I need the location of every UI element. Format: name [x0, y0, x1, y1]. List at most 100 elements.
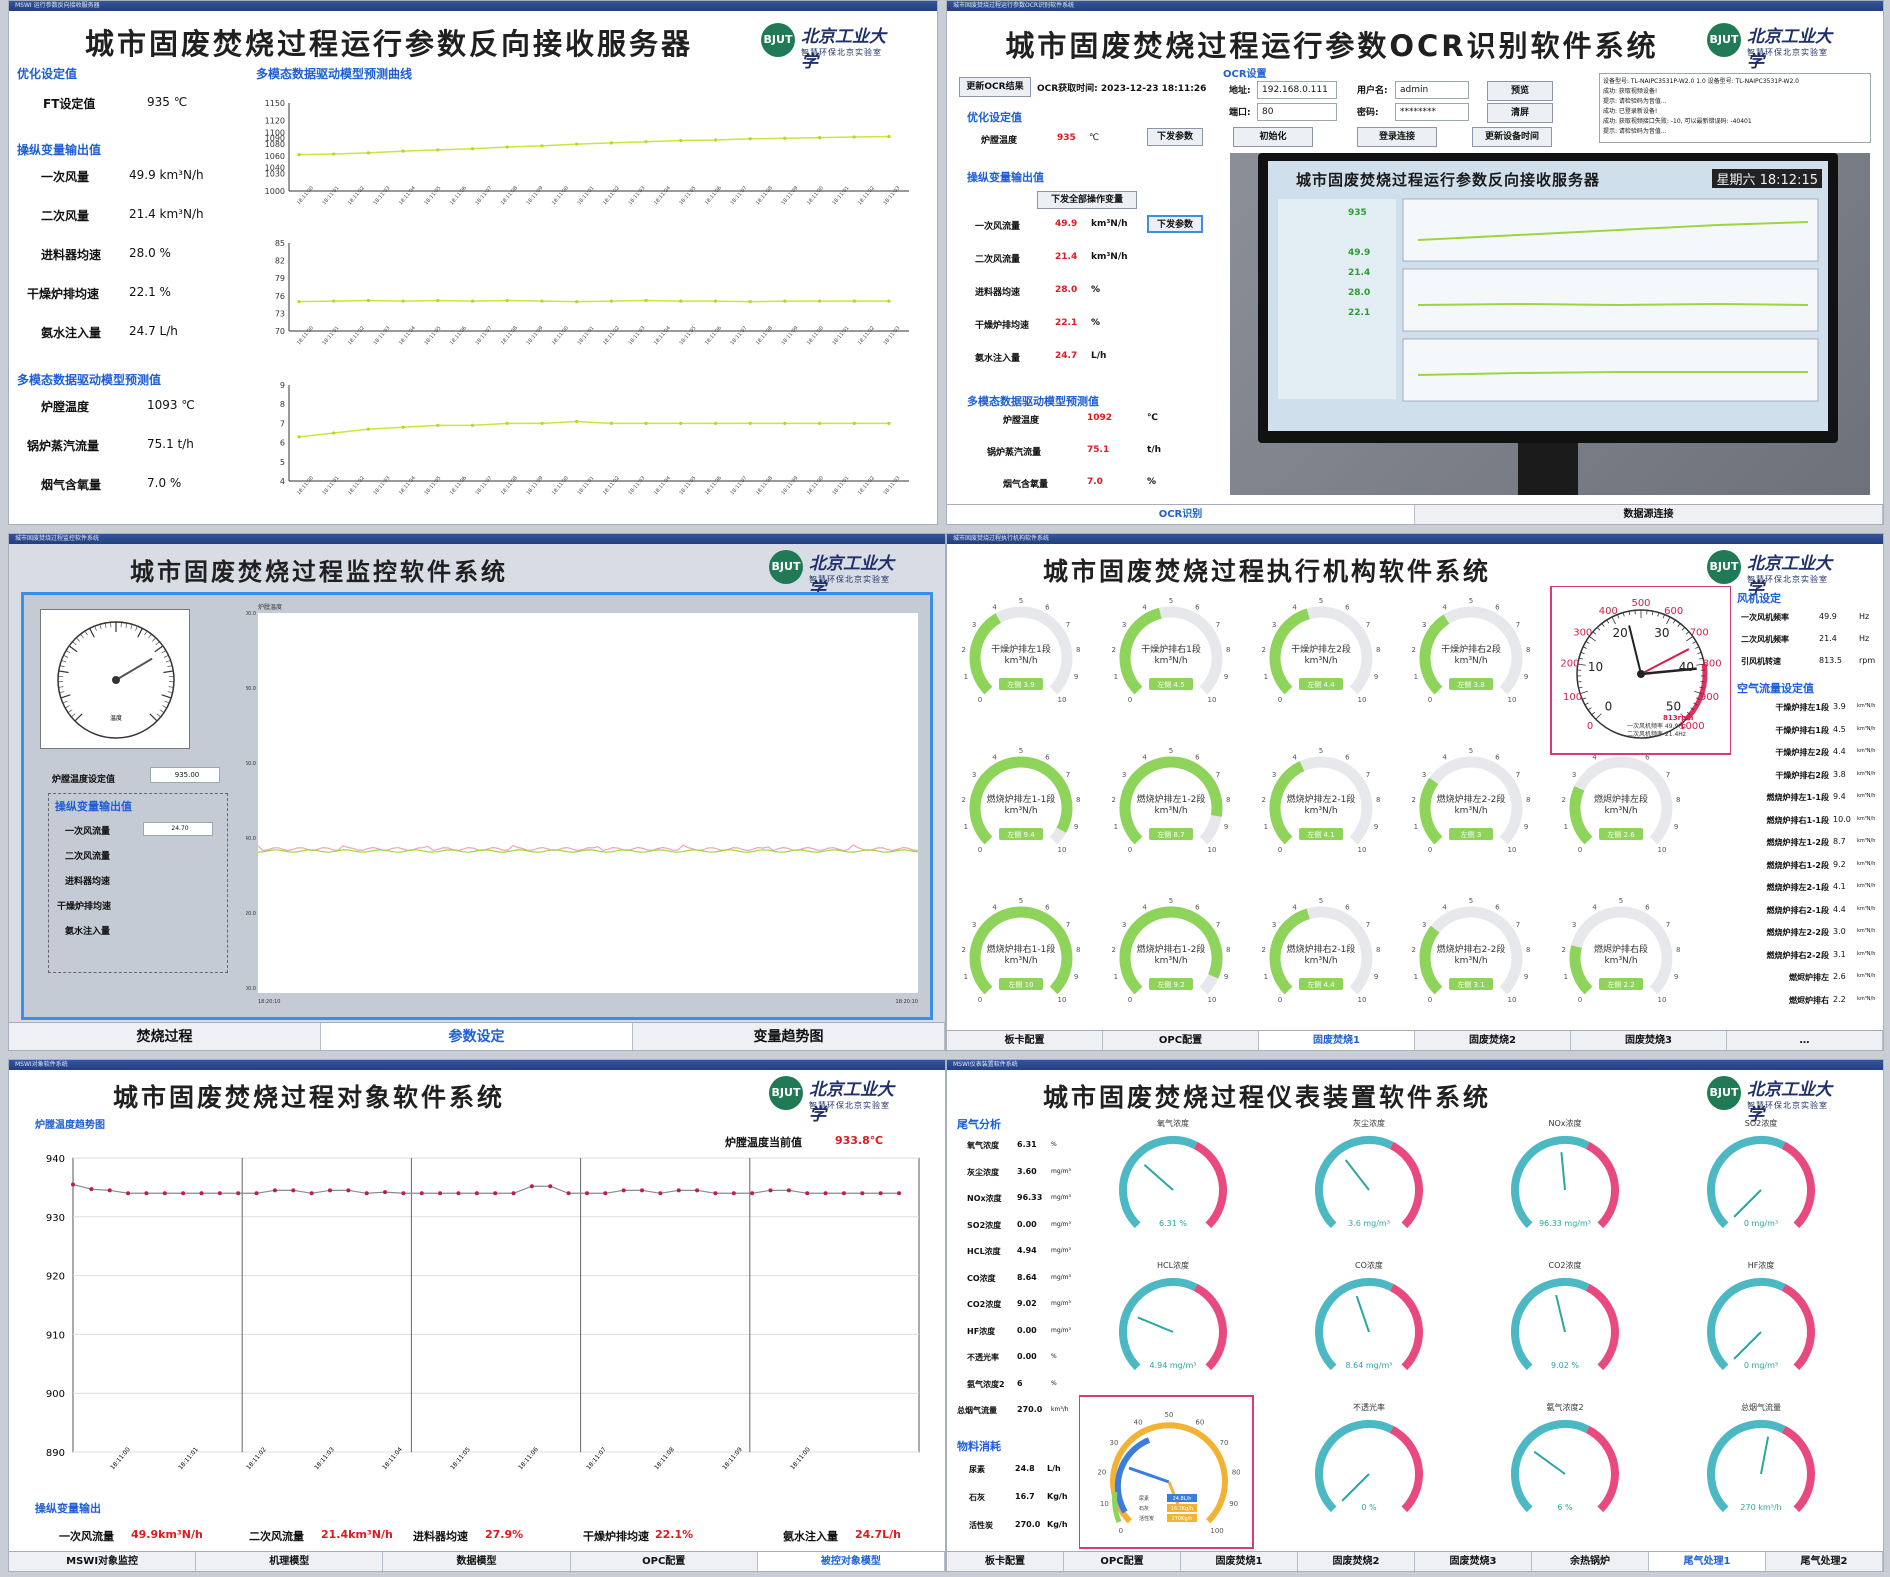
- rpm-tick: [1601, 623, 1605, 627]
- gauge-tick-label: 8: [1076, 946, 1080, 954]
- tab-0[interactable]: 板卡配置: [947, 1552, 1064, 1571]
- send-param-button[interactable]: 下发参数: [1147, 215, 1203, 233]
- gas-value: 8.64: [1017, 1272, 1037, 1282]
- tab-1[interactable]: 机理模型: [196, 1552, 384, 1571]
- data-point: [584, 1191, 589, 1196]
- tab-2[interactable]: 固废焚烧1: [1259, 1031, 1415, 1050]
- gauge-tick-label: 4: [1442, 753, 1447, 761]
- gas-label: 灰尘浓度: [967, 1167, 999, 1177]
- tab-6[interactable]: 尾气处理1: [1649, 1552, 1766, 1571]
- gas-unit: mg/m³: [1051, 1326, 1071, 1334]
- ctl-input[interactable]: 24.70: [143, 822, 213, 836]
- tab-1[interactable]: OPC配置: [1103, 1031, 1259, 1050]
- setpoint-input[interactable]: 935.00: [150, 767, 220, 783]
- data-point: [181, 1191, 186, 1196]
- mat-label: 尿素: [969, 1465, 985, 1474]
- gauge-tick-label: 9: [1224, 823, 1228, 831]
- tab-3[interactable]: 固废焚烧2: [1415, 1031, 1571, 1050]
- port-input[interactable]: 80: [1257, 103, 1337, 121]
- gauge-tick-label: 1: [964, 673, 968, 681]
- tab-4[interactable]: 固废焚烧3: [1571, 1031, 1727, 1050]
- air-value: 3.0: [1833, 927, 1846, 936]
- pred-row-label: 烟气含氧量: [41, 478, 102, 492]
- clear-button[interactable]: 清屏: [1487, 103, 1553, 123]
- tab-0[interactable]: 焚烧过程: [9, 1023, 321, 1050]
- rpm-outer-label: 600: [1664, 606, 1683, 617]
- tab-1[interactable]: 参数设定: [321, 1023, 633, 1050]
- user-input[interactable]: admin: [1395, 81, 1469, 99]
- tab-4[interactable]: 被控对象模型: [757, 1552, 945, 1571]
- tab-5[interactable]: …: [1727, 1031, 1883, 1050]
- send-all-button[interactable]: 下发全部操作变量: [1037, 191, 1137, 209]
- gauge-alarm-band: [1781, 1141, 1815, 1229]
- tab-3[interactable]: OPC配置: [570, 1552, 758, 1571]
- gauge-tick-label: 6: [1345, 753, 1350, 761]
- tab-7[interactable]: 尾气处理2: [1766, 1552, 1883, 1571]
- tab-1[interactable]: OPC配置: [1064, 1552, 1181, 1571]
- data-point: [644, 421, 648, 425]
- tab-1[interactable]: 数据源连接: [1415, 505, 1883, 524]
- fan-value: 21.4: [1819, 634, 1837, 643]
- gas-value: 96.33: [1017, 1193, 1043, 1202]
- window-titlebar: MSWI对象软件系统: [9, 1060, 945, 1070]
- tab-0[interactable]: 板卡配置: [947, 1031, 1103, 1050]
- tab-bar: 板卡配置 OPC配置 固废焚烧1 固废焚烧2 固废焚烧3…: [947, 1030, 1883, 1050]
- addr-input[interactable]: 192.168.0.111: [1257, 81, 1337, 99]
- gauge-tick-label: 3: [1572, 921, 1576, 929]
- primary-fan-needle: [1628, 625, 1642, 675]
- update-time-button[interactable]: 更新设备时间: [1472, 127, 1552, 147]
- gauge-fill: [1269, 908, 1310, 995]
- data-point: [575, 300, 579, 304]
- gauge-unit: km³N/h: [1304, 806, 1337, 816]
- init-button[interactable]: 初始化: [1233, 127, 1313, 147]
- tab-3[interactable]: 固废焚烧2: [1298, 1552, 1415, 1571]
- rpm-tick: [1578, 686, 1583, 689]
- gauge-name: 燃烧炉排左2-1段: [1287, 793, 1356, 805]
- tab-5[interactable]: 余热锅炉: [1532, 1552, 1649, 1571]
- header: 城市固废焚烧过程对象软件系统 BJUT 北京工业大学 智慧环保北京实验室: [9, 1070, 945, 1125]
- password-input[interactable]: ********: [1395, 103, 1469, 121]
- gauge-tick-label: 9: [1674, 973, 1678, 981]
- update-ocr-button[interactable]: 更新OCR结果: [959, 77, 1031, 97]
- gauge-tick-label: 9: [1374, 823, 1378, 831]
- tab-4[interactable]: 固废焚烧3: [1415, 1552, 1532, 1571]
- gauge-tick-label: 0: [1578, 846, 1582, 854]
- gauge-needle: [1533, 1450, 1566, 1475]
- gauge-tick-label: 10: [1358, 696, 1367, 704]
- gauge-tick: [163, 655, 169, 658]
- y-tick-label: 980.0: [246, 686, 256, 692]
- data-point: [505, 298, 509, 303]
- gauge-tick-label: 4: [1142, 753, 1147, 761]
- rpm-tick: [1686, 636, 1694, 642]
- gas-unit: mg/m³: [1051, 1247, 1071, 1254]
- data-point: [860, 1191, 865, 1196]
- rpm-tick: [1694, 690, 1702, 695]
- tab-0[interactable]: OCR识别: [947, 505, 1415, 524]
- gauge-readout: 3.6 mg/m³: [1348, 1219, 1390, 1228]
- rpm-tick: [1577, 681, 1582, 683]
- tab-2[interactable]: 变量趋势图: [633, 1023, 945, 1050]
- logo: BJUT 北京工业大学 智慧环保北京实验室: [761, 19, 901, 72]
- series-line: [298, 135, 890, 156]
- monitor-screen: 城市固废焚烧过程运行参数反向接收服务器 星期六 18:12:15 935 49.…: [1268, 161, 1828, 431]
- tab-0[interactable]: MSWI对象监控: [9, 1552, 197, 1571]
- login-button[interactable]: 登录连接: [1357, 127, 1437, 147]
- gauge-alarm-band: [1781, 1425, 1815, 1513]
- y-tick-label: 890: [46, 1448, 65, 1459]
- gauge-value-bg: [999, 978, 1043, 990]
- gauge-tick-label: 8: [1376, 946, 1380, 954]
- data-point: [852, 135, 856, 139]
- camera-preview: 城市固废焚烧过程运行参数反向接收服务器 星期六 18:12:15 935 49.…: [1230, 153, 1870, 495]
- data-point: [575, 419, 579, 424]
- send-furnace-button[interactable]: 下发参数: [1147, 128, 1203, 146]
- rpm-outer-label: 100: [1563, 692, 1582, 703]
- gauge-tick-label: 5: [1169, 597, 1173, 605]
- tab-2[interactable]: 固废焚烧1: [1181, 1552, 1298, 1571]
- gauge-tick-label: 6: [1495, 753, 1500, 761]
- tab-2[interactable]: 数据模型: [383, 1552, 571, 1571]
- gauge-normal-band: [1119, 1136, 1198, 1229]
- gauge-normal-band: [1707, 1136, 1786, 1229]
- air-label: 燃烧炉排左1-1段: [1766, 793, 1829, 802]
- monitor-body: 温度 炉膛温度设定值 935.00 操纵变量输出值 一次风流量49.90二次风流…: [21, 592, 933, 1020]
- preview-button[interactable]: 预览: [1487, 81, 1553, 101]
